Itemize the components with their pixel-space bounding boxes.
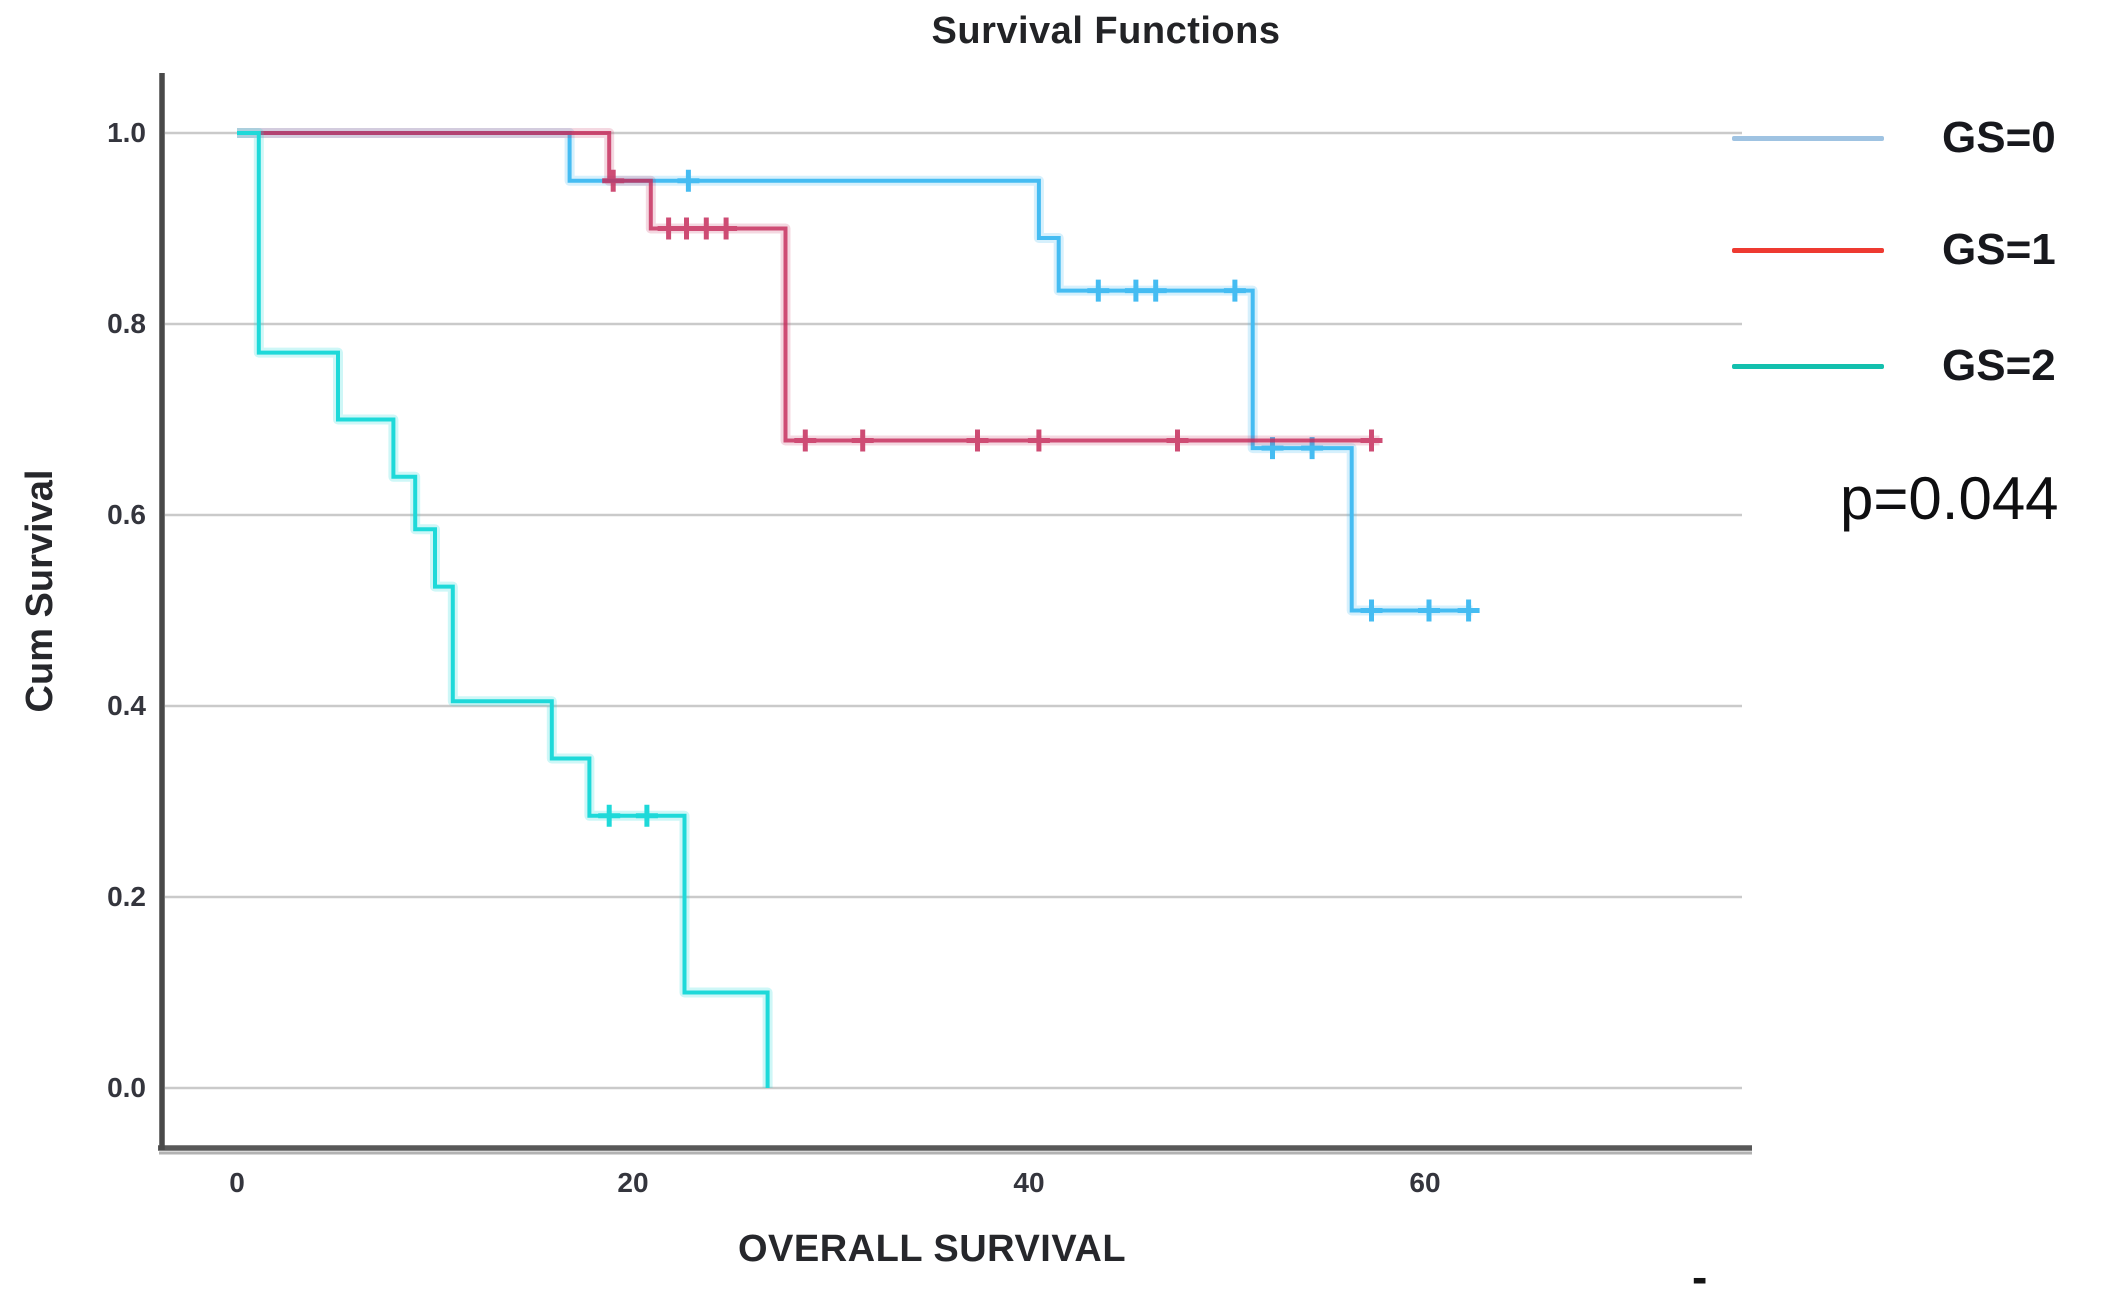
y-tick-label-1.0: 1.0: [107, 117, 146, 148]
p-value-annotation: p=0.044: [1840, 465, 2059, 532]
legend-line-icon: [1732, 135, 1884, 141]
legend-row-gs0: GS=0: [1732, 108, 2056, 168]
legend-line-icon: [1732, 247, 1884, 253]
x-tick-label-20: 20: [617, 1167, 649, 1198]
legend: GS=0 GS=1 GS=2: [1732, 0, 2128, 440]
censor-marks: [602, 169, 1383, 452]
chart-title: Survival Functions: [931, 10, 1281, 52]
x-tick-label-40: 40: [1013, 1167, 1045, 1198]
y-tick-label-0.6: 0.6: [107, 499, 146, 530]
x-tick-label-60: 60: [1409, 1167, 1441, 1198]
y-tick-label-0.4: 0.4: [107, 690, 146, 721]
censor-marks: [677, 169, 1480, 622]
survival-curve-gs1: [237, 128, 1383, 452]
legend-label: GS=1: [1942, 225, 2056, 274]
legend-row-gs2: GS=2: [1732, 336, 2056, 396]
survival-curve-gs0: [237, 128, 1480, 622]
y-tick-label-0.0: 0.0: [107, 1072, 146, 1103]
curve-line: [237, 131, 1473, 613]
survival-curve-gs2: [237, 128, 773, 1088]
curve-line: [237, 131, 1380, 443]
x-tick-label-0: 0: [229, 1167, 245, 1198]
curve-glow: [237, 128, 773, 1088]
legend-label: GS=2: [1942, 341, 2056, 390]
censor-marks: [598, 804, 658, 827]
legend-line-icon: [1732, 363, 1884, 369]
gridlines: [165, 131, 1742, 1090]
y-tick-label-0.2: 0.2: [107, 881, 146, 912]
legend-label: GS=0: [1942, 113, 2056, 162]
curve-glow: [237, 128, 1473, 616]
x-axis-title: OVERALL SURVIVAL: [737, 1228, 1127, 1270]
legend-row-gs1: GS=1: [1732, 220, 2056, 280]
y-axis-title: Cum Survival: [19, 469, 61, 713]
corner-dash-artifact: -: [1692, 1251, 1708, 1302]
y-tick-label-0.8: 0.8: [107, 308, 146, 339]
